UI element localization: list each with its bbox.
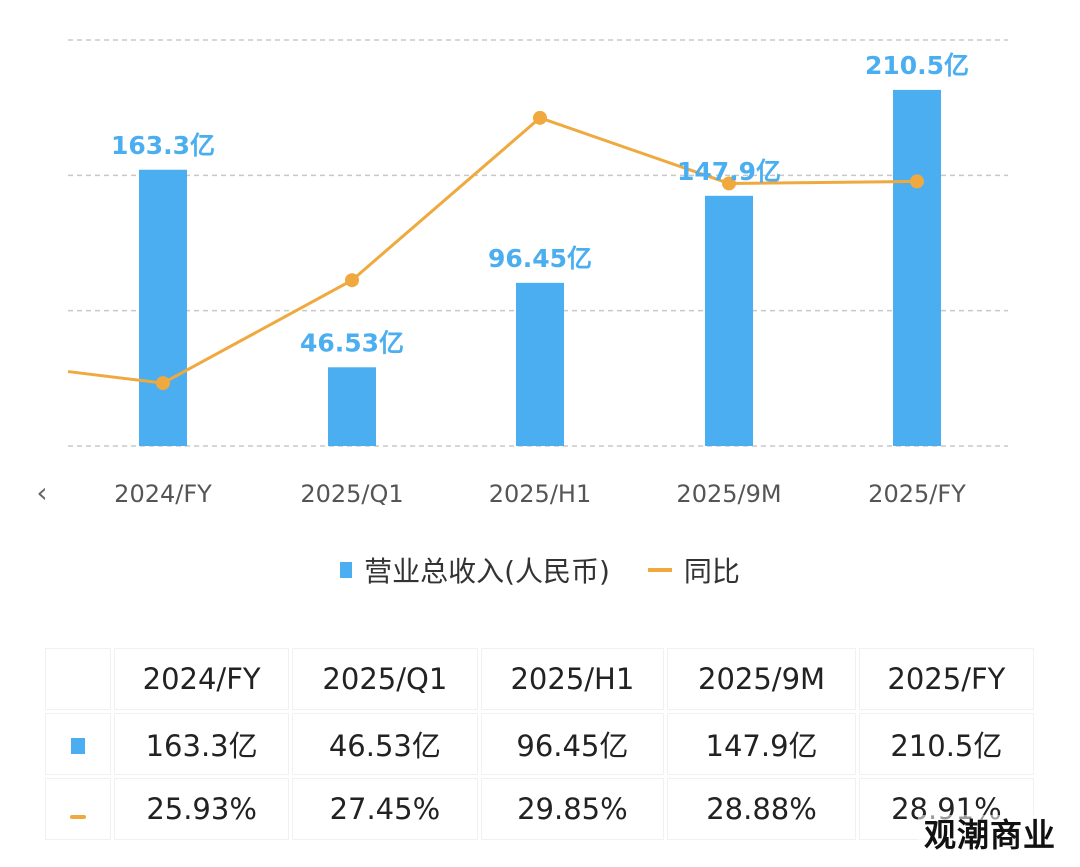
yoy-point[interactable] [533, 110, 547, 125]
watermark: 观潮商业 [918, 815, 1062, 855]
table-header-cell: 2024/FY [114, 648, 290, 710]
table-row-revenue: 163.3亿 46.53亿 96.45亿 147.9亿 210.5亿 [45, 713, 1034, 775]
bar-series [139, 89, 941, 446]
line-legend-icon [70, 815, 86, 819]
yoy-point[interactable] [156, 376, 170, 391]
yoy-point[interactable] [345, 273, 359, 288]
legend-item-revenue[interactable]: 营业总收入(人民币) [340, 550, 610, 590]
x-axis-tick-label: 2025/FY [868, 480, 966, 508]
revenue-bar[interactable] [516, 282, 564, 446]
table-header-cell: 2025/9M [667, 648, 856, 710]
table-header-row: 2024/FY 2025/Q1 2025/H1 2025/9M 2025/FY [45, 648, 1034, 710]
bar-legend-icon [340, 562, 353, 578]
revenue-bar[interactable] [139, 169, 187, 446]
legend-label-revenue: 营业总收入(人民币) [364, 555, 610, 588]
table-cell: 96.45亿 [480, 713, 665, 775]
table-row-yoy: 25.93% 27.45% 29.85% 28.88% 28.91% [45, 778, 1034, 840]
table-header-cell: 2025/H1 [480, 648, 665, 710]
chart-legend: 营业总收入(人民币) 同比 [0, 548, 1080, 592]
bar-legend-icon [71, 738, 85, 754]
revenue-bar[interactable] [328, 367, 376, 446]
data-table: 2024/FY 2025/Q1 2025/H1 2025/9M 2025/FY … [42, 645, 1037, 843]
line-legend-icon [647, 568, 672, 572]
x-axis: 2024/FY 2025/Q1 2025/H1 2025/9M 2025/FY [114, 480, 966, 508]
x-axis-tick-label: 2024/FY [114, 480, 212, 508]
table-cell: 163.3亿 [114, 713, 290, 775]
table-cell: 29.85% [480, 778, 665, 840]
table-cell: 25.93% [114, 778, 290, 840]
yoy-point[interactable] [722, 176, 736, 191]
bar-value-labels: 163.3亿 46.53亿 96.45亿 147.9亿 210.5亿 [111, 51, 969, 357]
legend-item-yoy[interactable]: 同比 [647, 550, 740, 590]
bar-value-label: 96.45亿 [488, 244, 592, 273]
x-axis-tick-label: 2025/H1 [489, 480, 591, 508]
bar-value-label: 163.3亿 [111, 131, 215, 160]
table-cell: 28.88% [667, 778, 856, 840]
table-cell: 147.9亿 [667, 713, 856, 775]
table-header-cell: 2025/FY [858, 648, 1034, 710]
bar-value-label: 210.5亿 [865, 51, 969, 80]
revenue-bar[interactable] [705, 195, 753, 446]
table-header-cell: 2025/Q1 [292, 648, 478, 710]
table-row-icon-cell [45, 713, 111, 775]
legend-label-yoy: 同比 [683, 555, 740, 588]
table-row-icon-cell [45, 778, 111, 840]
yoy-point[interactable] [910, 174, 924, 189]
table-cell: 210.5亿 [858, 713, 1034, 775]
line-series [67, 110, 924, 391]
yoy-line [67, 116, 918, 385]
bar-value-label: 46.53亿 [300, 328, 404, 357]
revenue-bar[interactable] [893, 89, 941, 446]
bar-value-label: 147.9亿 [677, 157, 781, 186]
table-cell: 46.53亿 [292, 713, 478, 775]
table-corner-cell [45, 648, 111, 710]
table-cell: 27.45% [292, 778, 478, 840]
chevron-left-icon[interactable]: ‹ [36, 476, 48, 509]
x-axis-tick-label: 2025/9M [676, 480, 781, 508]
x-axis-tick-label: 2025/Q1 [300, 480, 403, 508]
